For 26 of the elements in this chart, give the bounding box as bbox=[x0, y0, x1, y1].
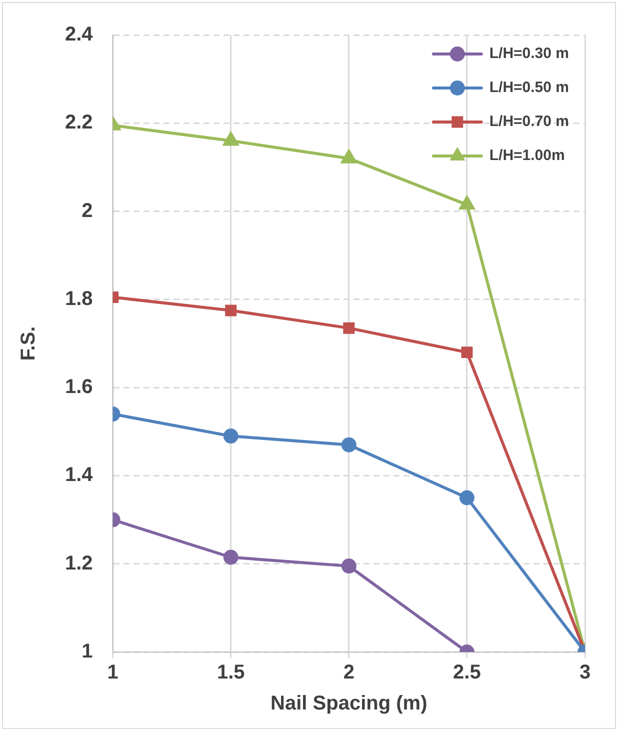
y-tick-label: 2 bbox=[82, 200, 93, 222]
legend-label: L/H=1.00m bbox=[489, 147, 565, 164]
y-axis-title: F.S. bbox=[18, 326, 40, 361]
x-axis-title: Nail Spacing (m) bbox=[270, 692, 428, 715]
x-tick-label: 1 bbox=[107, 662, 118, 684]
point bbox=[343, 322, 355, 334]
y-tick-label: 1.6 bbox=[64, 376, 93, 398]
y-tick-label: 1 bbox=[82, 640, 93, 663]
legend-label: L/H=0.30 m bbox=[489, 45, 570, 62]
point bbox=[341, 437, 356, 452]
x-tick-label: 1.5 bbox=[216, 662, 245, 684]
x-tick-label: 2 bbox=[343, 662, 354, 684]
point bbox=[341, 150, 356, 164]
point bbox=[341, 558, 356, 574]
x-tick-label: 2.5 bbox=[453, 662, 481, 684]
legend-label: L/H=0.50 m bbox=[489, 79, 570, 96]
x-tick-label: 3 bbox=[579, 662, 591, 684]
point bbox=[461, 346, 473, 358]
y-tick-label: 1.4 bbox=[64, 464, 94, 486]
y-tick-label: 2.2 bbox=[64, 112, 93, 134]
y-tick-label: 1.8 bbox=[64, 288, 93, 310]
legend-label: L/H=0.70 m bbox=[489, 113, 570, 130]
point bbox=[459, 490, 474, 506]
y-tick-label: 2.4 bbox=[64, 24, 94, 46]
point bbox=[459, 196, 475, 210]
y-tick-label: 1.2 bbox=[64, 552, 93, 574]
